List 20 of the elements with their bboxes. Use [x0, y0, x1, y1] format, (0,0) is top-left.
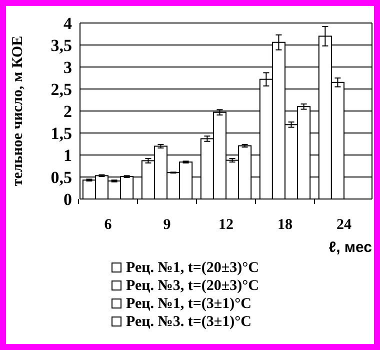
- y-tick-label: 2: [64, 102, 72, 121]
- legend-label: Рец. №3. t=(3±1)°C: [126, 314, 252, 330]
- y-axis-title: тельное число, м КОЕ: [10, 36, 26, 186]
- legend-label: Рец. №1, t=(20±3)°C: [126, 260, 259, 276]
- y-tick-label: 2,5: [50, 80, 72, 99]
- legend-label: Рец. №3, t=(20±3)°C: [126, 278, 259, 294]
- y-tick-label: 1,5: [50, 124, 72, 143]
- x-tick-label: 9: [163, 217, 171, 233]
- legend-label: Рец. №1, t=(3±1)°C: [126, 296, 252, 312]
- x-tick-label: 18: [277, 217, 292, 233]
- y-tick-label: 0: [64, 190, 72, 209]
- x-tick-label: 24: [336, 217, 352, 233]
- y-tick-label: 1: [64, 146, 72, 165]
- x-tick-label: 6: [104, 217, 112, 233]
- x-tick-label: 12: [218, 217, 234, 233]
- y-tick-label: 3,5: [50, 36, 72, 55]
- x-axis-title: ℓ, мес: [328, 239, 372, 256]
- y-tick-label: 3: [64, 58, 72, 77]
- y-tick-label: 0,5: [50, 168, 72, 187]
- y-tick-label: 4: [64, 14, 72, 33]
